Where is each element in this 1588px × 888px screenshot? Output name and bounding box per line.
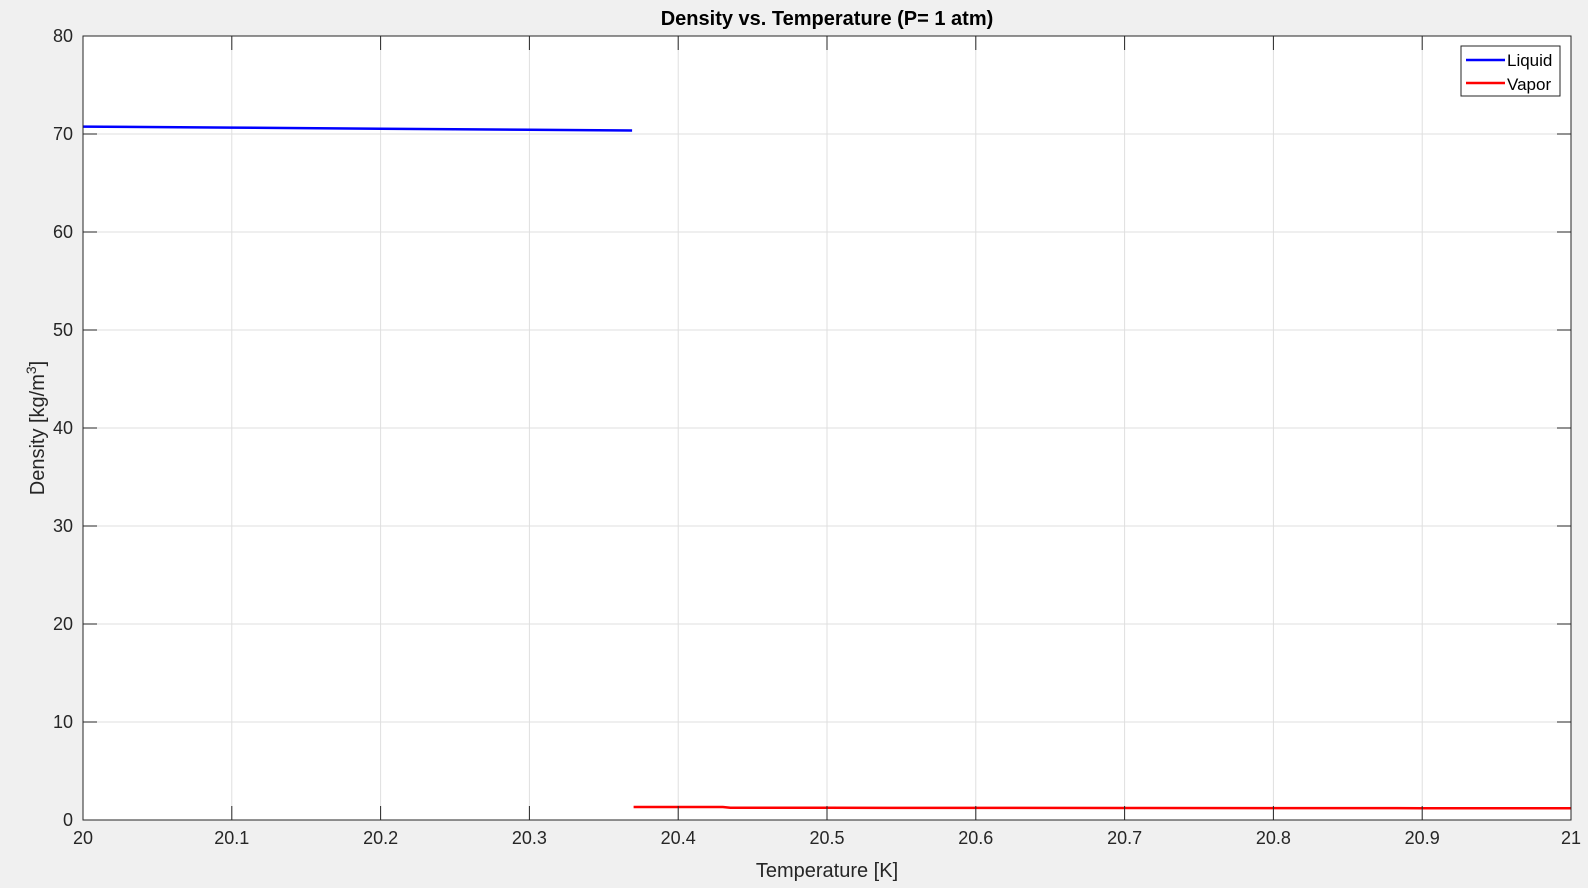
x-tick-label: 20.2 [363,828,398,848]
x-tick-label: 20.4 [661,828,696,848]
x-tick-label: 20.6 [958,828,993,848]
y-tick-label: 40 [53,418,73,438]
x-tick-label: 20.9 [1405,828,1440,848]
y-tick-label: 70 [53,124,73,144]
y-tick-label: 30 [53,516,73,536]
x-tick-label: 20.7 [1107,828,1142,848]
y-axis-label-main: Density [kg/m [27,374,49,495]
y-axis-label-superscript: 3 [23,366,39,374]
legend-box [1460,45,1561,97]
x-tick-label: 20.8 [1256,828,1291,848]
y-tick-label: 60 [53,222,73,242]
y-tick-label: 50 [53,320,73,340]
legend: Liquid Vapor [1460,45,1561,97]
series-line-liquid [82,125,633,132]
y-tick-label: 10 [53,712,73,732]
y-tick-label: 0 [63,810,73,830]
y-tick-label: 20 [53,614,73,634]
x-tick-label: 20.5 [809,828,844,848]
legend-vapor-label: Vapor [1507,75,1551,94]
x-tick-label: 21 [1561,828,1581,848]
y-axis-label: Density [kg/m3] [23,361,49,496]
x-tick-label: 20 [73,828,93,848]
x-tick-label: 20.1 [214,828,249,848]
chart-title: Density vs. Temperature (P= 1 atm) [661,8,994,30]
series-line-vapor [633,805,1572,810]
x-tick-label: 20.3 [512,828,547,848]
axis-tick-labels: 20 20.1 20.2 20.3 20.4 20.5 20.6 20.7 20.8 20.9 21… [53,26,1581,848]
axis-ticks [82,35,1572,821]
x-axis-label: Temperature [K] [756,860,898,882]
legend-liquid-label: Liquid [1507,51,1552,70]
y-tick-label: 80 [53,26,73,46]
y-axis-label-close: ] [27,361,49,367]
